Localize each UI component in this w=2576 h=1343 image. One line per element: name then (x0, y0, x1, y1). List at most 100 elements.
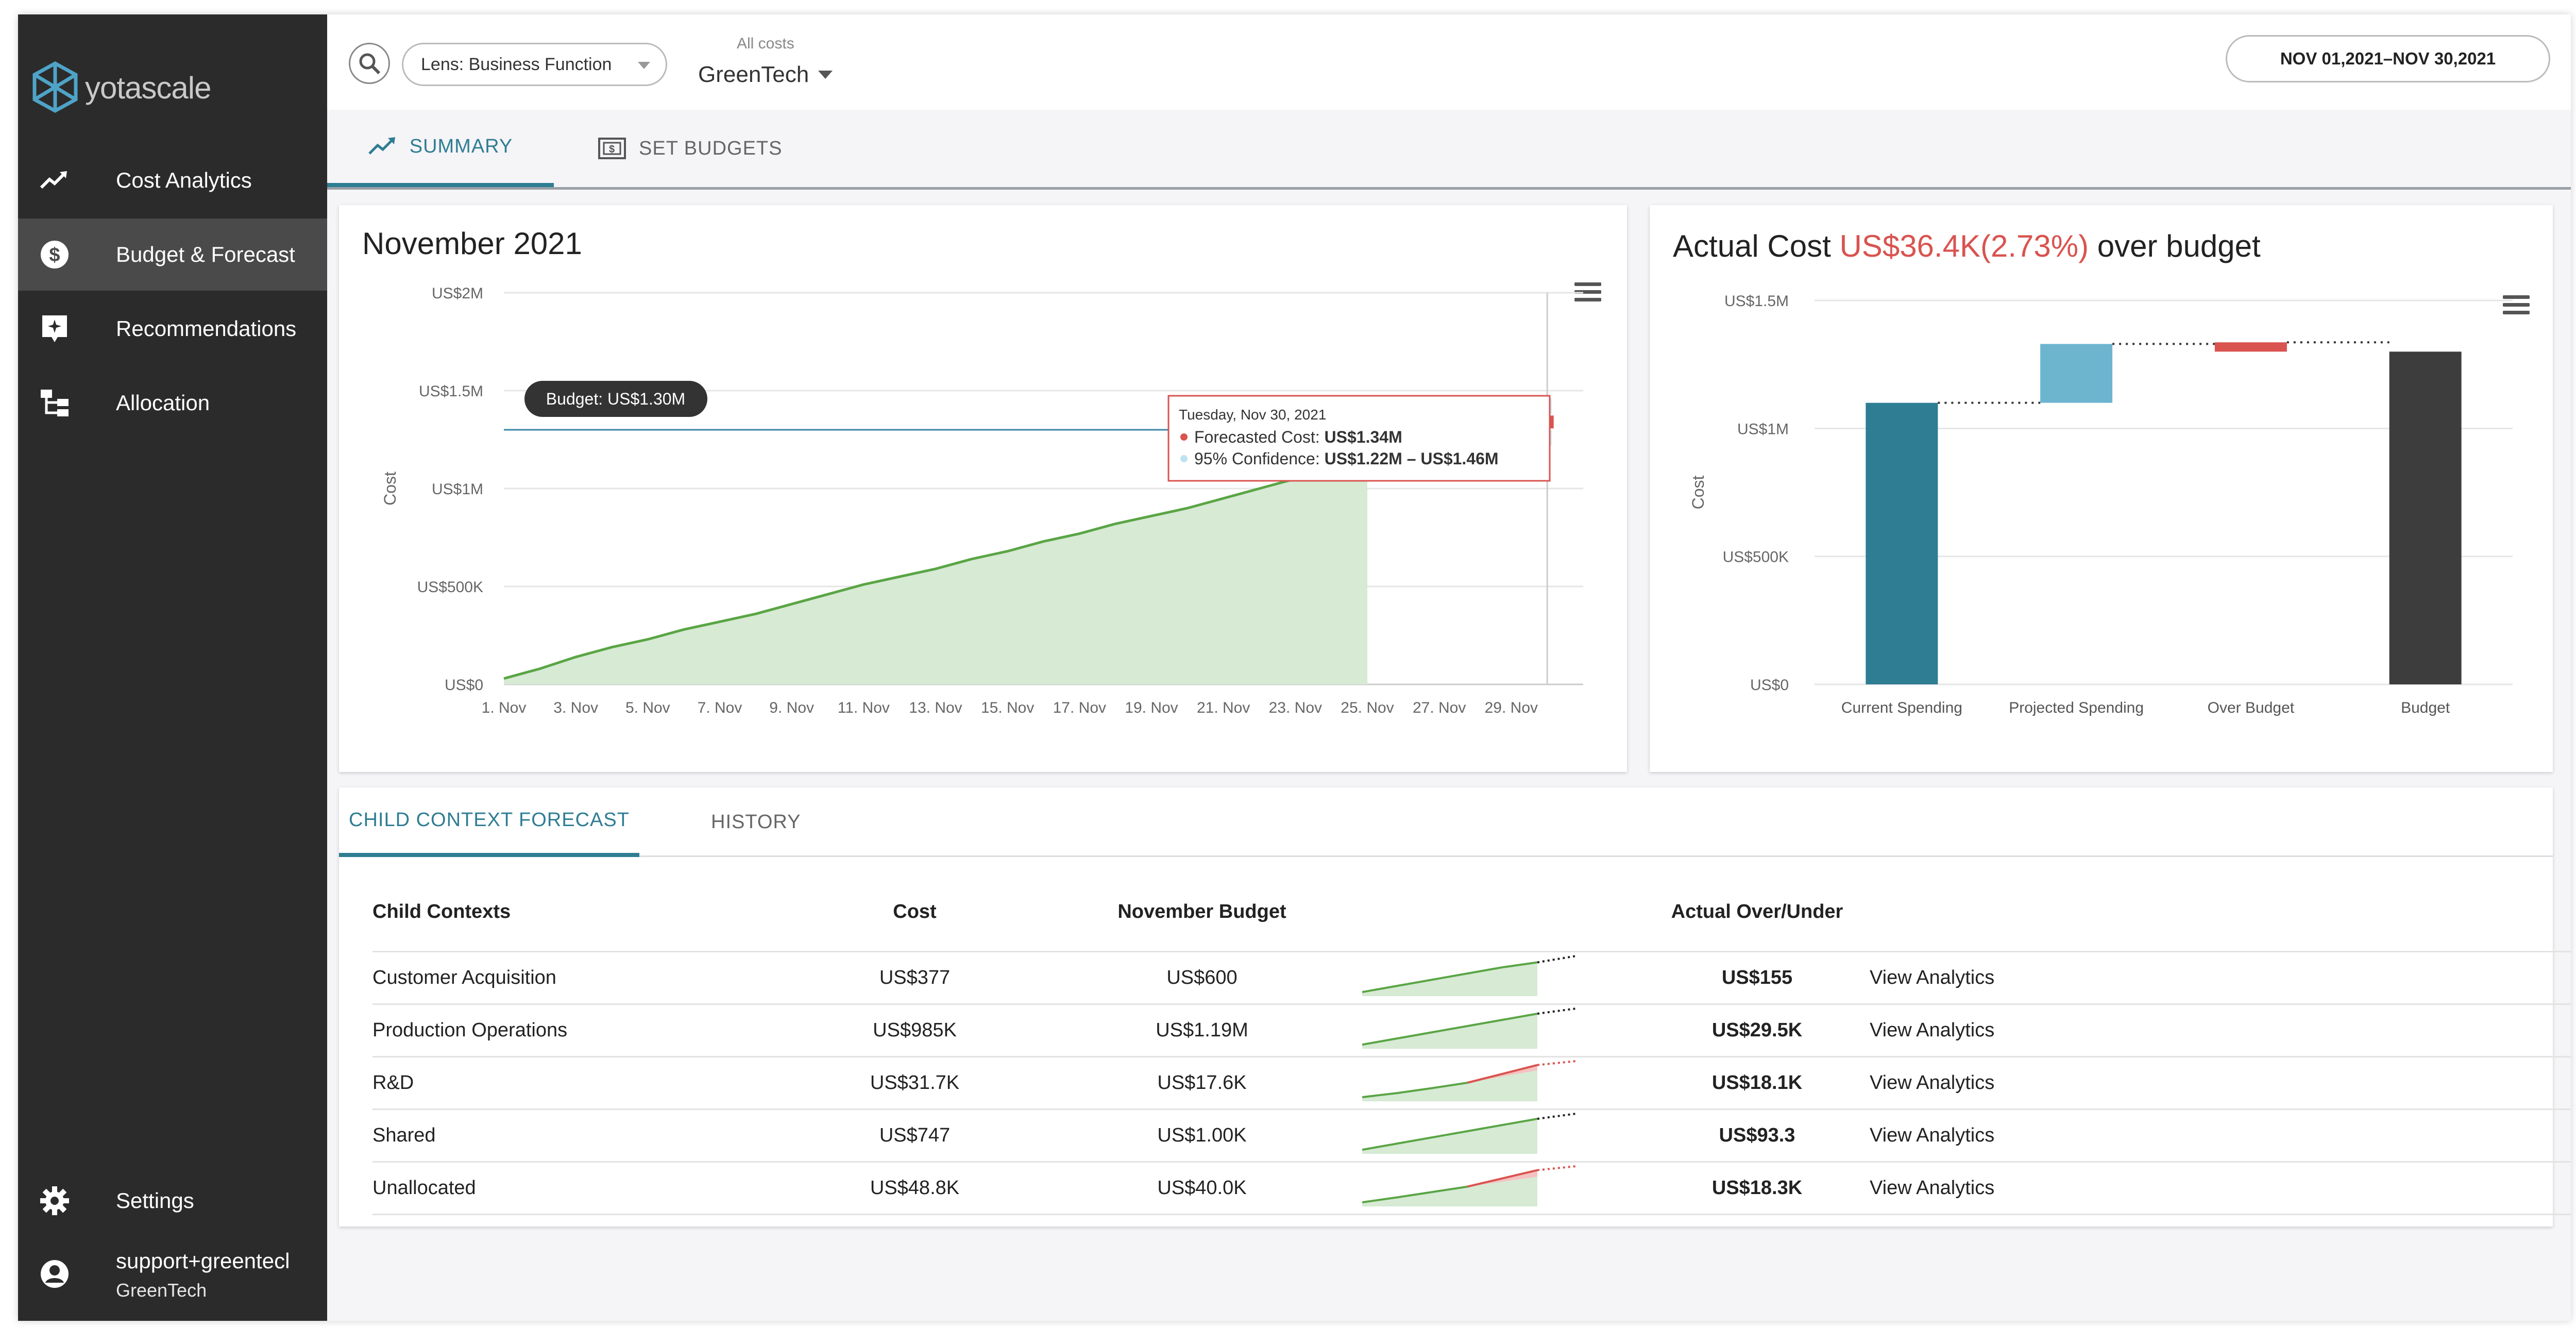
child-context-link[interactable]: Customer Acquisition (372, 951, 787, 1005)
x-tick-label: Projected Spending (2009, 699, 2144, 716)
x-tick-label: 15. Nov (981, 699, 1034, 716)
table-header-row: Child Contexts Cost November Budget Actu… (372, 872, 2571, 952)
tab-set-budgets[interactable]: $ SET BUDGETS (598, 110, 782, 187)
view-analytics-link[interactable]: View Analytics (1869, 1109, 2571, 1163)
lens-label: Lens: Business Function (421, 54, 612, 74)
child-context-link[interactable]: R&D (372, 1056, 787, 1110)
sidebar-item-cost-analytics[interactable]: Cost Analytics (18, 144, 327, 216)
user-avatar-icon[interactable] (39, 1258, 71, 1290)
sidebar: yotascale Cost Analytics $ Budget & Fore… (18, 14, 327, 1321)
sidebar-item-recommendations[interactable]: Recommendations (18, 293, 327, 365)
col-header-child-contexts[interactable]: Child Contexts (372, 872, 787, 952)
trend-cell (1362, 1056, 1645, 1110)
trend-cell (1362, 1004, 1645, 1057)
x-tick-label: 3. Nov (553, 699, 598, 716)
col-header-trend (1362, 872, 1645, 952)
over-under-cell: US$29.5K (1645, 1004, 1869, 1057)
cost-cell: US$985K (787, 1004, 1042, 1057)
chart-title: Actual Cost US$36.4K(2.73%) over budget (1673, 228, 2261, 264)
sidebar-item-allocation[interactable]: Allocation (18, 367, 327, 439)
bar-budget[interactable] (2389, 351, 2462, 684)
trend-icon (39, 164, 71, 196)
tab-label: SET BUDGETS (639, 137, 783, 159)
sidebar-item-label: Cost Analytics (116, 168, 252, 192)
tooltip-confidence-value: US$1.22M – US$1.46M (1325, 449, 1499, 468)
sparkline (1362, 1112, 1577, 1154)
sidebar-item-label: Allocation (116, 391, 210, 415)
date-range-picker[interactable]: NOV 01,2021–NOV 30,2021 (2226, 35, 2550, 82)
child-tabs: CHILD CONTEXT FORECAST HISTORY (339, 787, 2553, 857)
yotascale-logo[interactable]: yotascale (29, 57, 272, 119)
user-name[interactable]: support+greentecl (116, 1249, 290, 1273)
budget-cell: US$1.00K (1042, 1109, 1362, 1163)
child-context-link[interactable]: Unallocated (372, 1162, 787, 1215)
sparkline-line (1362, 1185, 1468, 1203)
bar-projected-spending[interactable] (2040, 344, 2113, 403)
x-tick-label: 5. Nov (625, 699, 670, 716)
col-header-budget[interactable]: November Budget (1042, 872, 1362, 952)
x-tick-label: 19. Nov (1125, 699, 1178, 716)
tab-summary[interactable]: SUMMARY (327, 110, 554, 187)
x-tick-label: Over Budget (2208, 699, 2295, 716)
tooltip-forecast-label: Forecasted Cost: (1194, 428, 1325, 446)
svg-text:$: $ (609, 144, 615, 155)
budget-chart: US$0 US$500K US$1M US$1.5M Cost Current Spend… (1689, 293, 2513, 716)
lens-select[interactable]: Lens: Business Function (402, 43, 667, 86)
chevron-down-icon (638, 62, 650, 69)
view-analytics-link[interactable]: View Analytics (1869, 1056, 2571, 1110)
y-tick-label: US$1.5M (419, 383, 483, 400)
brand-name: yotascale (85, 70, 211, 105)
budget-icon: $ (598, 138, 626, 159)
actual-cost-line (503, 460, 1368, 680)
sparkle-icon (39, 313, 71, 345)
logo-mark-icon (32, 61, 78, 113)
tab-child-context-forecast[interactable]: CHILD CONTEXT FORECAST (339, 787, 639, 857)
over-under-cell: US$155 (1645, 951, 1869, 1005)
x-tick-label: Budget (2401, 699, 2450, 716)
bar-over-budget[interactable] (2214, 342, 2287, 352)
title-suffix: over budget (2097, 229, 2261, 263)
sparkline-line (1362, 1081, 1468, 1098)
y-tick-label: US$0 (1750, 677, 1789, 694)
bar-current-spending[interactable] (1866, 402, 1938, 684)
sidebar-item-budget-forecast[interactable]: $ Budget & Forecast (18, 219, 327, 291)
budget-chart-card: Actual Cost US$36.4K(2.73%) over budget … (1650, 205, 2553, 772)
sparkline-forecast (1537, 954, 1577, 963)
sidebar-item-label: Settings (116, 1188, 194, 1213)
top-bar: Lens: Business Function All costs GreenT… (327, 14, 2571, 110)
col-header-cost[interactable]: Cost (787, 872, 1042, 952)
gear-icon (39, 1185, 71, 1217)
over-under-cell: US$93.3 (1645, 1109, 1869, 1163)
budget-cell: US$600 (1042, 951, 1362, 1005)
tooltip-confidence: 95% Confidence: US$1.22M – US$1.46M (1194, 449, 1499, 468)
sidebar-item-label: Recommendations (116, 316, 297, 341)
tab-history[interactable]: HISTORY (711, 787, 801, 857)
sparkline-forecast (1537, 1060, 1577, 1066)
over-under-cell: US$18.1K (1645, 1056, 1869, 1110)
sparkline (1362, 1165, 1577, 1206)
table-row: R&D US$31.7K US$17.6K US$18.1K View Analytic… (372, 1056, 2571, 1110)
view-analytics-link[interactable]: View Analytics (1869, 1162, 2571, 1215)
cost-cell: US$747 (787, 1109, 1042, 1163)
budget-label-pill (524, 381, 707, 417)
x-tick-label: Current Spending (1841, 699, 1962, 716)
page-tabs: SUMMARY $ SET BUDGETS (327, 110, 2571, 190)
child-context-link[interactable]: Production Operations (372, 1004, 787, 1057)
child-context-link[interactable]: Shared (372, 1109, 787, 1163)
forecast-chart: US$0 US$500K US$1M US$1.5M US$2M Cost 1. Nov 3.… (381, 285, 1583, 716)
app-window: yotascale Cost Analytics $ Budget & Fore… (18, 14, 2571, 1321)
hamburger-icon[interactable] (2503, 295, 2530, 316)
y-tick-label: US$0 (445, 677, 483, 694)
budget-label: Budget: US$1.30M (546, 390, 685, 408)
hamburger-icon[interactable] (1574, 282, 1601, 303)
table-row: Shared US$747 US$1.00K US$93.3 View Analytic… (372, 1109, 2571, 1163)
col-header-over-under[interactable]: Actual Over/Under (1645, 872, 1869, 952)
search-button[interactable] (349, 43, 390, 84)
org-select[interactable]: GreenTech (698, 62, 833, 88)
sparkline-area (1362, 962, 1537, 996)
view-analytics-link[interactable]: View Analytics (1869, 951, 2571, 1005)
sidebar-item-settings[interactable]: Settings (18, 1165, 327, 1237)
y-tick-label: US$2M (432, 285, 483, 302)
view-analytics-link[interactable]: View Analytics (1869, 1004, 2571, 1057)
table-row: Production Operations US$985K US$1.19M US$2… (372, 1004, 2571, 1057)
